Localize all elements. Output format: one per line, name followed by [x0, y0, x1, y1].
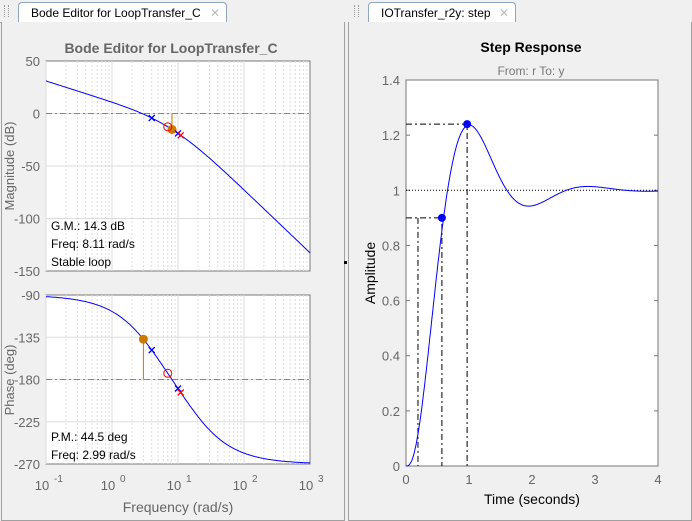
gain-margin-text: G.M.: 14.3 dB	[51, 219, 125, 233]
magnitude-ylabel: Magnitude (dB)	[2, 122, 17, 211]
close-icon[interactable]: ✕	[209, 6, 220, 20]
magnitude-tick-label: -50	[21, 159, 40, 174]
rise-time-guide	[406, 217, 443, 466]
pole-marker-icon	[148, 114, 156, 122]
magnitude-tick-label: -150	[14, 264, 40, 279]
drag-grip[interactable]	[354, 5, 359, 17]
frequency-tick-label: 10	[299, 478, 313, 493]
pole-marker-icon	[177, 131, 185, 139]
step-axes[interactable]	[405, 79, 659, 467]
amplitude-ylabel: Amplitude	[362, 242, 378, 304]
step-response-curve	[406, 124, 658, 467]
time-tick-label: 3	[591, 472, 598, 487]
phase-margin-marker	[138, 334, 148, 344]
right-tabstrip: IOTransfer_r2y: step ✕	[348, 0, 692, 23]
time-tick-label: 2	[528, 472, 535, 487]
frequency-tick-exponent: 0	[120, 474, 126, 485]
frequency-tick-exponent: 3	[318, 474, 324, 485]
frequency-tick-exponent: 1	[186, 474, 192, 485]
phase-tick-label: -225	[14, 415, 40, 430]
zero-marker-icon	[163, 122, 173, 132]
amplitude-tick-label: 1.2	[382, 128, 400, 143]
tab-bode-editor[interactable]: Bode Editor for LoopTransfer_C ✕	[18, 2, 227, 22]
gain-margin-freq: Freq: 8.11 rad/s	[51, 237, 135, 251]
frequency-tick-label: 10	[35, 478, 49, 493]
left-tabstrip: Bode Editor for LoopTransfer_C ✕	[0, 0, 345, 23]
frequency-xlabel: Frequency (rad/s)	[123, 499, 233, 515]
phase-tick-label: -270	[14, 457, 40, 472]
peak-marker	[463, 120, 472, 129]
phase-tick-label: -180	[14, 373, 40, 388]
magnitude-tick-label: 0	[33, 107, 40, 122]
amplitude-tick-label: 0	[393, 459, 400, 474]
frequency-tick-label: 10	[233, 478, 247, 493]
time-tick-label: 1	[465, 472, 472, 487]
time-tick-label: 4	[654, 472, 661, 487]
amplitude-tick-label: 0.6	[382, 294, 400, 309]
amplitude-tick-label: 1	[393, 183, 400, 198]
rise-time-marker	[437, 213, 446, 222]
frequency-tick-label: 10	[167, 478, 181, 493]
phase-margin-text: P.M.: 44.5 deg	[51, 430, 128, 444]
phase-tick-label: -90	[21, 288, 40, 303]
amplitude-tick-label: 1.4	[382, 73, 400, 88]
frequency-tick-exponent: 2	[252, 474, 258, 485]
zero-marker-icon	[163, 368, 173, 378]
tab-label: Bode Editor for LoopTransfer_C	[31, 6, 201, 20]
amplitude-tick-label: 0.2	[382, 404, 400, 419]
phase-ylabel: Phase (deg)	[2, 345, 17, 416]
gain-margin-marker	[167, 124, 177, 134]
bode-title: Bode Editor for LoopTransfer_C	[64, 40, 277, 56]
time-xlabel: Time (seconds)	[484, 491, 580, 507]
phase-margin-freq: Freq: 2.99 rad/s	[51, 448, 136, 462]
pole-marker-icon	[174, 385, 182, 392]
amplitude-tick-label: 0.4	[382, 349, 400, 364]
pole-marker-icon	[148, 346, 156, 354]
amplitude-tick-label: 0.8	[382, 238, 400, 253]
magnitude-tick-label: -100	[14, 212, 40, 227]
splitter-handle[interactable]	[344, 261, 347, 264]
pole-marker-icon	[177, 389, 185, 396]
magnitude-tick-label: 50	[26, 54, 40, 69]
tab-label: IOTransfer_r2y: step	[381, 6, 491, 20]
drag-grip[interactable]	[4, 5, 9, 17]
step-subtitle: From: r To: y	[497, 64, 564, 78]
time-tick-label: 0	[402, 472, 409, 487]
step-title: Step Response	[480, 39, 581, 55]
stability-text: Stable loop	[51, 255, 111, 269]
close-icon[interactable]: ✕	[498, 6, 509, 20]
phase-tick-label: -135	[14, 330, 40, 345]
frequency-tick-label: 10	[101, 478, 115, 493]
tab-step-response[interactable]: IOTransfer_r2y: step ✕	[368, 2, 516, 22]
frequency-tick-exponent: -1	[54, 474, 63, 485]
